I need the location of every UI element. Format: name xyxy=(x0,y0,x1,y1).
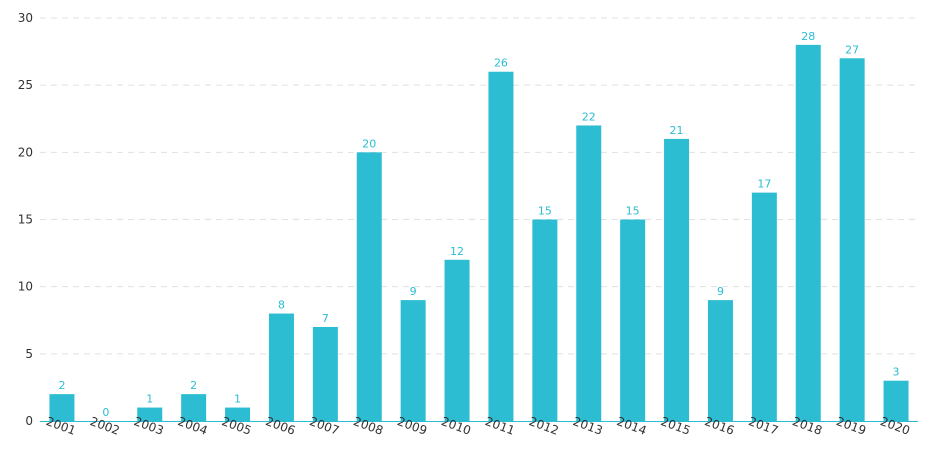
data-label: 9 xyxy=(410,285,417,298)
y-tick-label: 10 xyxy=(18,280,33,294)
bar-2018 xyxy=(795,44,821,421)
y-tick-label: 25 xyxy=(18,78,33,92)
data-label: 2 xyxy=(190,379,197,392)
bar-2014 xyxy=(620,219,646,421)
bar-2013 xyxy=(576,125,602,421)
bar-2015 xyxy=(664,138,690,421)
grid-lines xyxy=(40,17,918,355)
bar-2004 xyxy=(181,394,207,421)
data-label: 7 xyxy=(322,312,329,325)
data-label: 12 xyxy=(450,245,464,258)
bar-2003 xyxy=(137,407,163,421)
data-label: 3 xyxy=(893,366,900,379)
bar-2017 xyxy=(751,192,777,421)
y-tick-label: 30 xyxy=(18,11,33,25)
data-label: 26 xyxy=(494,57,508,70)
y-tick-label: 15 xyxy=(18,213,33,227)
data-label: 15 xyxy=(538,205,552,218)
y-tick-label: 20 xyxy=(18,145,33,159)
data-label: 1 xyxy=(234,393,241,406)
bar-2010 xyxy=(444,259,470,421)
x-axis-tick-labels: 2001 2002 2003 2004 2005 2006 2007 2008 2009 2010… xyxy=(44,414,912,438)
data-label: 0 xyxy=(102,406,109,419)
y-tick-label: 0 xyxy=(25,414,33,428)
bar-2012 xyxy=(532,219,558,421)
data-label: 2 xyxy=(58,379,65,392)
bar-2020 xyxy=(883,380,909,421)
data-label: 28 xyxy=(801,30,815,43)
data-label: 1 xyxy=(146,393,153,406)
y-axis-tick-labels: 0 5 10 15 20 25 30 xyxy=(18,11,33,428)
data-label: 22 xyxy=(582,110,596,123)
bar-2008 xyxy=(356,152,382,422)
bar-2006 xyxy=(268,313,294,421)
bars xyxy=(49,44,909,422)
bar-2001 xyxy=(49,394,75,421)
bar-2011 xyxy=(488,71,514,421)
bar-2007 xyxy=(312,326,338,421)
data-label: 9 xyxy=(717,285,724,298)
data-label: 21 xyxy=(670,124,684,137)
y-tick-label: 5 xyxy=(25,347,33,361)
data-label: 8 xyxy=(278,299,285,312)
bar-2005 xyxy=(225,407,251,421)
x-tick-label: 2002 xyxy=(88,414,121,438)
data-label: 20 xyxy=(362,137,376,150)
bar-2016 xyxy=(707,300,733,421)
data-label: 17 xyxy=(757,178,771,191)
data-label: 15 xyxy=(626,205,640,218)
bar-2009 xyxy=(400,300,426,421)
bar-2019 xyxy=(839,58,865,422)
data-label: 27 xyxy=(845,43,859,56)
